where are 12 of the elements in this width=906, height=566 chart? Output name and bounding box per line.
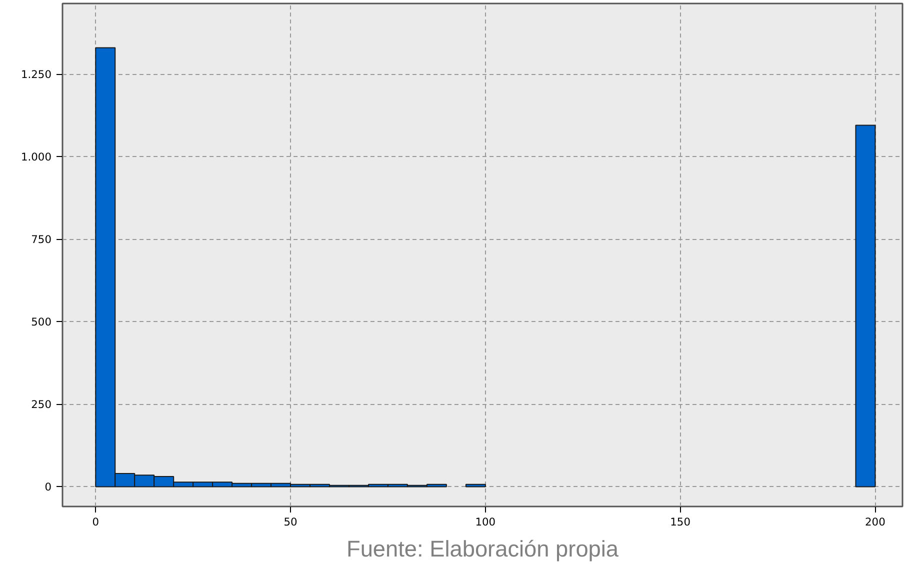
y-tick-label: 750 (31, 233, 52, 246)
x-tick-label: 150 (670, 516, 691, 528)
x-tick-label: 50 (284, 516, 298, 528)
source-note: Fuente: Elaboración propia (346, 536, 619, 562)
y-tick-label: 500 (31, 316, 52, 329)
x-tick-label: 100 (475, 516, 496, 528)
y-tick-label: 1.000 (20, 150, 52, 164)
y-tick-label: 250 (31, 398, 52, 412)
y-tick-label: 1.250 (20, 68, 52, 82)
x-tick-label: 200 (865, 516, 886, 528)
x-tick-label: 0 (92, 516, 100, 528)
y-tick-label: 0 (44, 480, 52, 494)
